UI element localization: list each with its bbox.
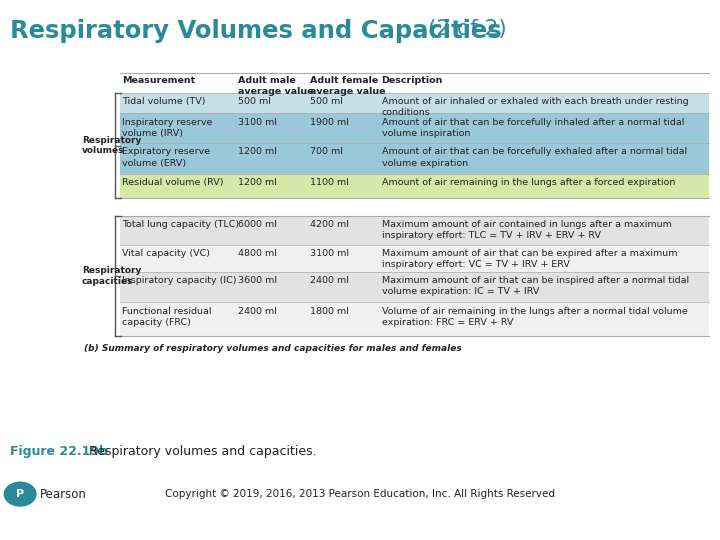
Text: Amount of air that can be forcefully exhaled after a normal tidal
volume expirat: Amount of air that can be forcefully exh… (382, 147, 687, 167)
Text: 3100 ml: 3100 ml (310, 249, 348, 258)
FancyBboxPatch shape (120, 93, 709, 113)
Circle shape (4, 482, 36, 506)
Text: Maximum amount of air contained in lungs after a maximum
inspiratory effort: TLC: Maximum amount of air contained in lungs… (382, 220, 672, 240)
Text: (2 of 2): (2 of 2) (428, 19, 507, 39)
Text: Description: Description (382, 76, 443, 85)
Text: Expiratory reserve
volume (ERV): Expiratory reserve volume (ERV) (122, 147, 210, 167)
Text: Inspiratory reserve
volume (IRV): Inspiratory reserve volume (IRV) (122, 118, 213, 138)
FancyBboxPatch shape (120, 143, 709, 174)
FancyBboxPatch shape (120, 272, 709, 302)
Text: Respiratory volumes and capacities.: Respiratory volumes and capacities. (85, 446, 317, 458)
Text: 1100 ml: 1100 ml (310, 178, 348, 187)
Text: 1200 ml: 1200 ml (238, 178, 276, 187)
Text: 4800 ml: 4800 ml (238, 249, 276, 258)
Text: Functional residual
capacity (FRC): Functional residual capacity (FRC) (122, 307, 212, 327)
Text: 1200 ml: 1200 ml (238, 147, 276, 157)
Text: 700 ml: 700 ml (310, 147, 343, 157)
Text: Measurement: Measurement (122, 76, 196, 85)
Text: Respiratory
volumes: Respiratory volumes (82, 136, 141, 155)
Text: Amount of air remaining in the lungs after a forced expiration: Amount of air remaining in the lungs aft… (382, 178, 675, 187)
FancyBboxPatch shape (120, 174, 709, 198)
Text: Volume of air remaining in the lungs after a normal tidal volume
expiration: FRC: Volume of air remaining in the lungs aft… (382, 307, 688, 327)
Text: 6000 ml: 6000 ml (238, 220, 276, 230)
Text: (b) Summary of respiratory volumes and capacities for males and females: (b) Summary of respiratory volumes and c… (84, 344, 462, 353)
Text: 1800 ml: 1800 ml (310, 307, 348, 316)
Text: Pearson: Pearson (40, 488, 87, 501)
FancyBboxPatch shape (120, 302, 709, 336)
Text: 4200 ml: 4200 ml (310, 220, 348, 230)
Text: Tidal volume (TV): Tidal volume (TV) (122, 97, 206, 106)
Text: Adult female
average value: Adult female average value (310, 76, 385, 96)
Text: Adult male
average value: Adult male average value (238, 76, 313, 96)
FancyBboxPatch shape (120, 245, 709, 272)
Text: Figure 22.19b: Figure 22.19b (10, 446, 108, 458)
Text: Vital capacity (VC): Vital capacity (VC) (122, 249, 210, 258)
Text: P: P (16, 489, 24, 499)
Text: 500 ml: 500 ml (310, 97, 343, 106)
Text: Total lung capacity (TLC): Total lung capacity (TLC) (122, 220, 240, 230)
Text: Amount of air inhaled or exhaled with each breath under resting
conditions: Amount of air inhaled or exhaled with ea… (382, 97, 688, 117)
Text: Maximum amount of air that can be inspired after a normal tidal
volume expiratio: Maximum amount of air that can be inspir… (382, 276, 689, 296)
Text: 3600 ml: 3600 ml (238, 276, 276, 285)
Text: 1900 ml: 1900 ml (310, 118, 348, 127)
Text: 2400 ml: 2400 ml (238, 307, 276, 316)
Text: 2400 ml: 2400 ml (310, 276, 348, 285)
Text: Respiratory
capacities: Respiratory capacities (82, 266, 141, 286)
FancyBboxPatch shape (120, 113, 709, 143)
Text: Residual volume (RV): Residual volume (RV) (122, 178, 224, 187)
Text: Copyright © 2019, 2016, 2013 Pearson Education, Inc. All Rights Reserved: Copyright © 2019, 2016, 2013 Pearson Edu… (165, 489, 555, 499)
Text: Amount of air that can be forcefully inhaled after a normal tidal
volume inspira: Amount of air that can be forcefully inh… (382, 118, 684, 138)
Text: Inspiratory capacity (IC): Inspiratory capacity (IC) (122, 276, 237, 285)
FancyBboxPatch shape (120, 216, 709, 245)
Text: 3100 ml: 3100 ml (238, 118, 276, 127)
Text: Respiratory Volumes and Capacities: Respiratory Volumes and Capacities (10, 19, 510, 43)
Text: Maximum amount of air that can be expired after a maximum
inspiratory effort: VC: Maximum amount of air that can be expire… (382, 249, 677, 269)
Text: 500 ml: 500 ml (238, 97, 271, 106)
